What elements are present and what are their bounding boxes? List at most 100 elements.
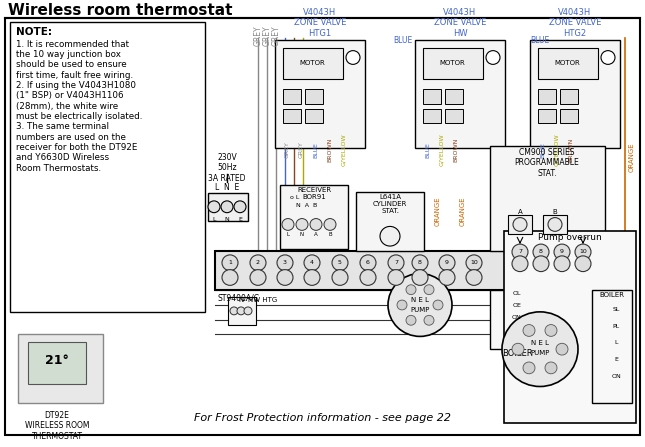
Circle shape bbox=[380, 227, 400, 246]
Text: NOTE:: NOTE: bbox=[16, 27, 52, 37]
Text: 21°: 21° bbox=[45, 354, 69, 367]
Bar bbox=[560, 109, 578, 123]
Text: BLUE: BLUE bbox=[425, 142, 430, 158]
Text: ORANGE: ORANGE bbox=[629, 143, 635, 173]
Text: 10: 10 bbox=[470, 260, 478, 265]
Circle shape bbox=[304, 255, 320, 270]
Text: N E L: N E L bbox=[531, 340, 549, 346]
Circle shape bbox=[296, 219, 308, 230]
Circle shape bbox=[512, 343, 524, 355]
Circle shape bbox=[466, 255, 482, 270]
Text: SL: SL bbox=[612, 307, 620, 312]
Circle shape bbox=[523, 362, 535, 374]
Circle shape bbox=[244, 307, 252, 315]
Text: (1" BSP) or V4043H1106: (1" BSP) or V4043H1106 bbox=[16, 91, 123, 101]
Text: N: N bbox=[300, 232, 304, 237]
Text: 1: 1 bbox=[228, 260, 232, 265]
Text: 6: 6 bbox=[366, 260, 370, 265]
Text: BOILER: BOILER bbox=[599, 292, 624, 298]
Bar bbox=[305, 109, 323, 123]
Text: G/YELLOW: G/YELLOW bbox=[439, 134, 444, 166]
Text: ORANGE: ORANGE bbox=[435, 197, 441, 227]
Text: N-: N- bbox=[238, 297, 246, 303]
Text: GREY: GREY bbox=[299, 141, 304, 158]
Text: 3: 3 bbox=[283, 260, 287, 265]
Text: 8: 8 bbox=[418, 260, 422, 265]
Text: L: L bbox=[286, 232, 290, 237]
Text: first time, fault free wiring.: first time, fault free wiring. bbox=[16, 71, 133, 80]
Text: GREY: GREY bbox=[254, 25, 263, 46]
Text: N: N bbox=[224, 217, 230, 222]
Circle shape bbox=[304, 270, 320, 285]
Circle shape bbox=[237, 307, 245, 315]
Circle shape bbox=[230, 307, 238, 315]
Circle shape bbox=[360, 270, 376, 285]
Text: BLUE: BLUE bbox=[393, 36, 412, 45]
Circle shape bbox=[310, 219, 322, 230]
Bar bbox=[283, 109, 301, 123]
Text: B: B bbox=[328, 232, 332, 237]
Circle shape bbox=[554, 256, 570, 272]
Bar bbox=[423, 109, 441, 123]
Circle shape bbox=[554, 244, 570, 260]
Circle shape bbox=[388, 255, 404, 270]
Circle shape bbox=[277, 270, 293, 285]
Text: 2: 2 bbox=[256, 260, 260, 265]
Text: BROWN: BROWN bbox=[327, 138, 332, 162]
Bar bbox=[283, 48, 343, 79]
Text: BROWN: BROWN bbox=[568, 138, 573, 162]
Text: (28mm), the white wire: (28mm), the white wire bbox=[16, 102, 118, 111]
Bar bbox=[538, 89, 556, 104]
Text: 3. The same terminal: 3. The same terminal bbox=[16, 122, 109, 131]
Bar bbox=[538, 48, 598, 79]
Text: ST9400A/C: ST9400A/C bbox=[218, 293, 260, 302]
Circle shape bbox=[502, 312, 578, 387]
Bar bbox=[445, 89, 463, 104]
Text: 9: 9 bbox=[445, 260, 449, 265]
Bar bbox=[280, 185, 348, 249]
Text: L: L bbox=[212, 217, 215, 222]
Bar bbox=[275, 40, 365, 148]
Bar bbox=[356, 192, 424, 251]
Circle shape bbox=[533, 256, 549, 272]
Text: GREY: GREY bbox=[263, 25, 272, 46]
Circle shape bbox=[548, 218, 562, 232]
Bar bbox=[283, 89, 301, 104]
Text: MOTOR: MOTOR bbox=[299, 60, 325, 67]
Circle shape bbox=[234, 201, 246, 213]
Circle shape bbox=[575, 256, 591, 272]
Text: OL: OL bbox=[513, 291, 521, 296]
Circle shape bbox=[388, 274, 452, 337]
Text: B: B bbox=[553, 209, 557, 215]
Text: L  N  E: L N E bbox=[215, 183, 239, 192]
Circle shape bbox=[250, 255, 266, 270]
Bar bbox=[215, 251, 610, 290]
Text: G/YELLOW: G/YELLOW bbox=[341, 134, 346, 166]
Circle shape bbox=[439, 255, 455, 270]
Text: 8: 8 bbox=[539, 249, 543, 254]
Bar bbox=[560, 89, 578, 104]
Text: 5: 5 bbox=[338, 260, 342, 265]
Text: numbers are used on the: numbers are used on the bbox=[16, 133, 126, 142]
Text: GREY: GREY bbox=[285, 141, 290, 158]
Bar bbox=[18, 334, 103, 403]
Text: PUMP: PUMP bbox=[410, 307, 430, 313]
Circle shape bbox=[439, 270, 455, 285]
Circle shape bbox=[406, 316, 416, 325]
Text: A: A bbox=[314, 232, 318, 237]
Text: L641A
CYLINDER
STAT.: L641A CYLINDER STAT. bbox=[373, 194, 407, 214]
Circle shape bbox=[412, 270, 428, 285]
Text: should be used to ensure: should be used to ensure bbox=[16, 60, 126, 69]
Bar bbox=[504, 232, 636, 423]
Bar bbox=[28, 342, 86, 384]
Circle shape bbox=[397, 300, 407, 310]
Text: BLUE: BLUE bbox=[313, 142, 318, 158]
Text: E: E bbox=[238, 217, 242, 222]
Text: DT92E
WIRELESS ROOM
THERMOSTAT: DT92E WIRELESS ROOM THERMOSTAT bbox=[25, 411, 89, 441]
Text: ORANGE: ORANGE bbox=[460, 197, 466, 227]
Text: A: A bbox=[518, 209, 522, 215]
Text: 10: 10 bbox=[579, 249, 587, 254]
Text: V4043H
ZONE VALVE
HTG2: V4043H ZONE VALVE HTG2 bbox=[549, 8, 601, 38]
Circle shape bbox=[424, 316, 434, 325]
Circle shape bbox=[601, 51, 615, 64]
